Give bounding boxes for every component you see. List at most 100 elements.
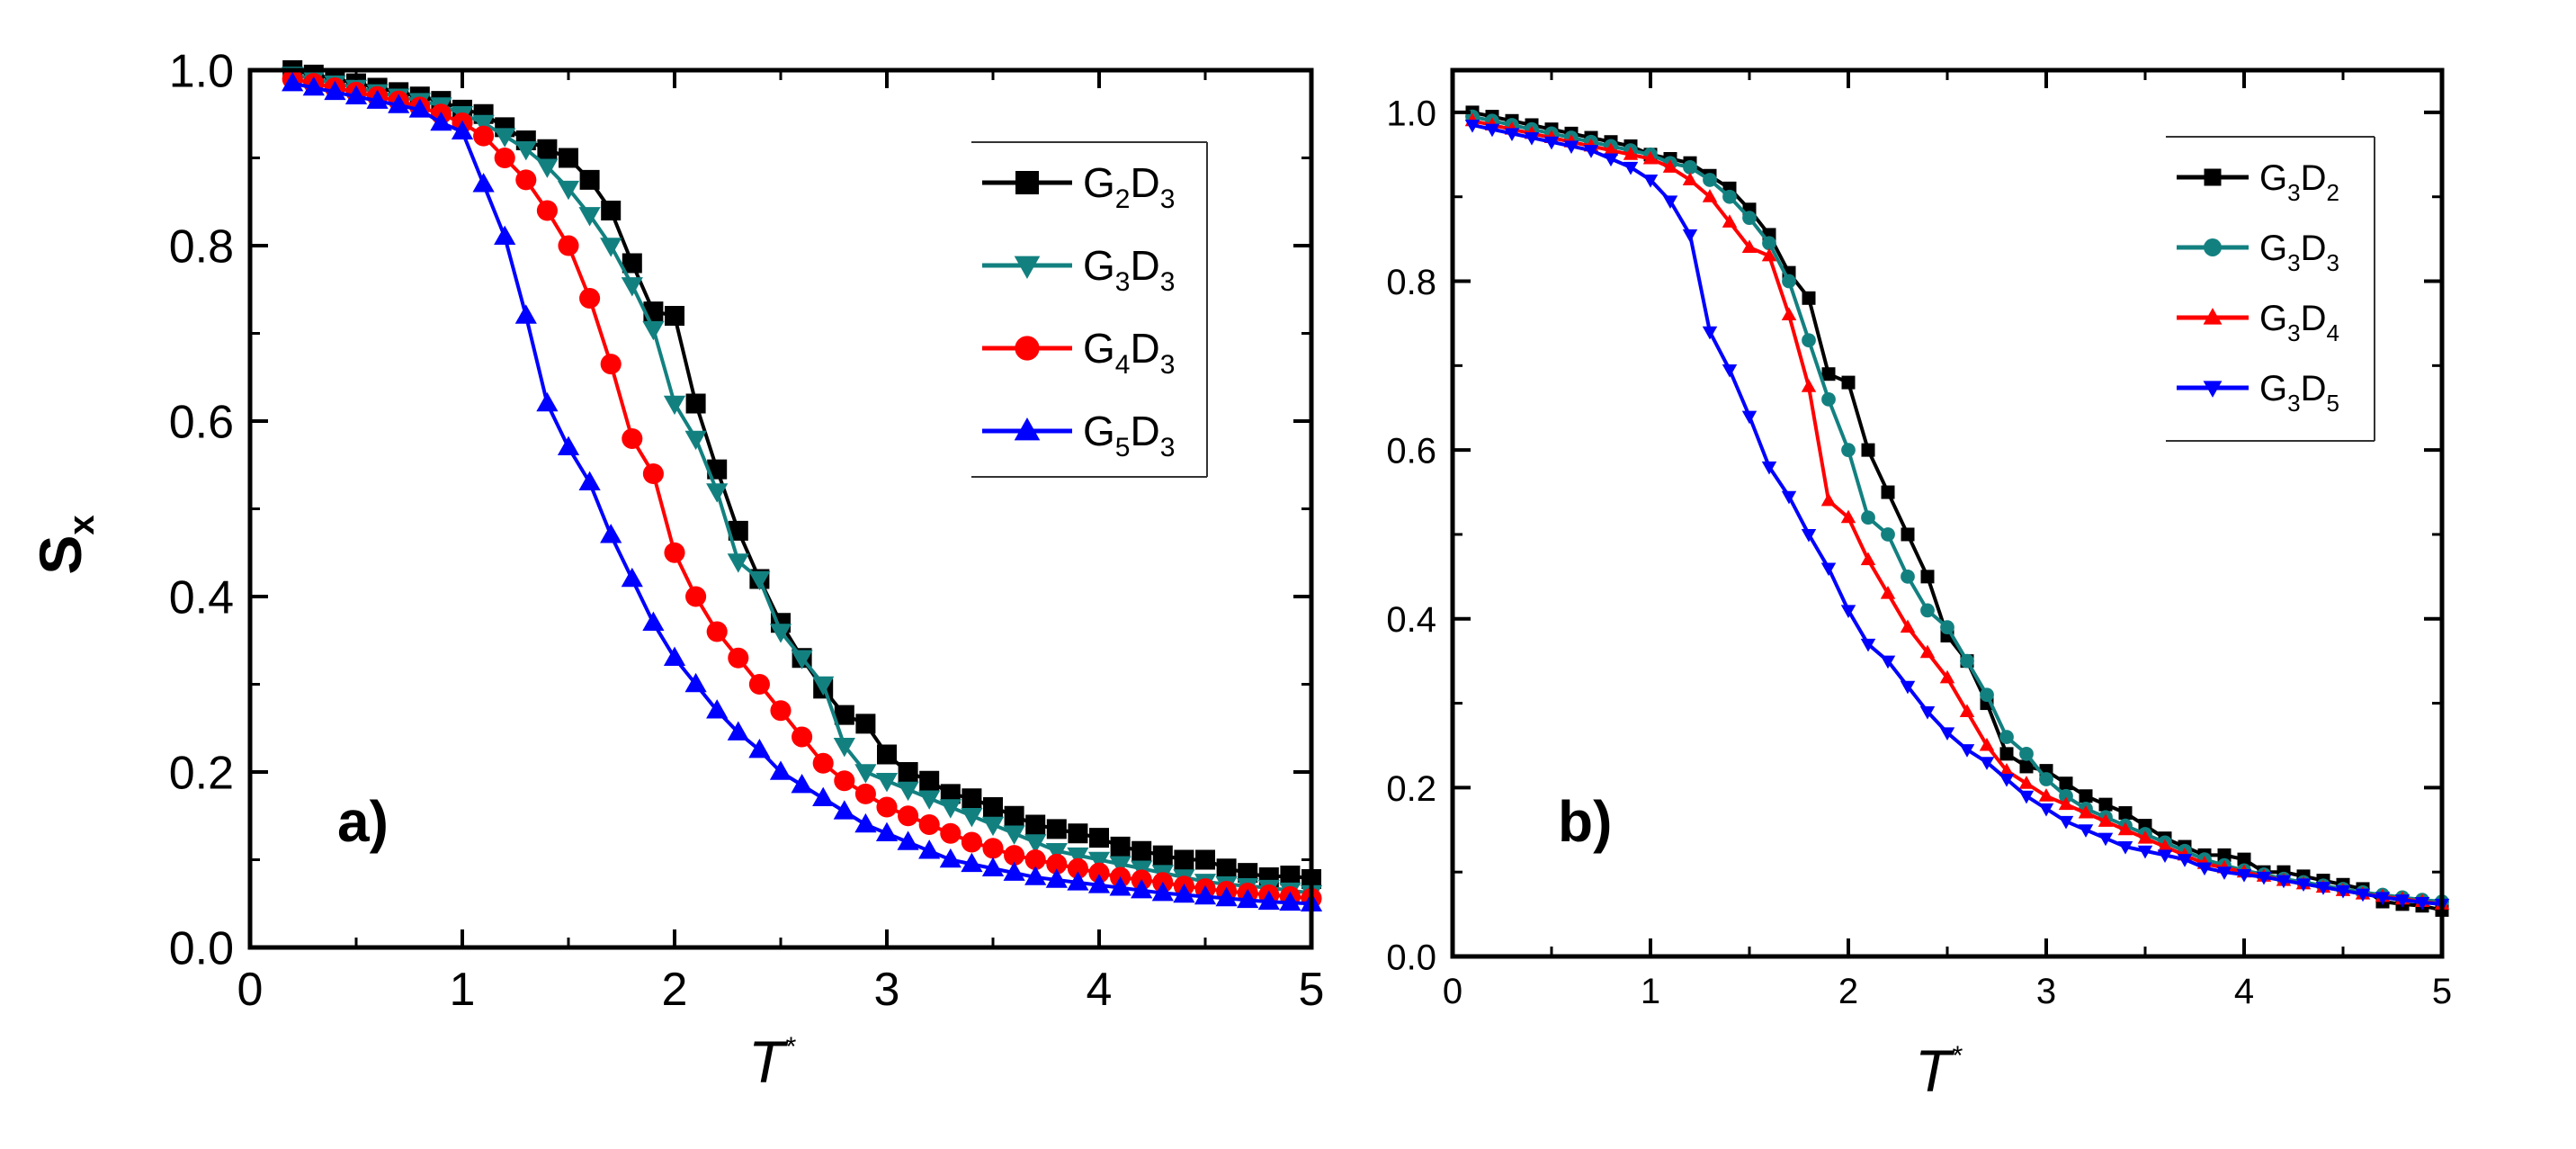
data-point	[1702, 189, 1718, 202]
data-point	[1919, 644, 1936, 659]
data-point	[918, 813, 940, 836]
data-point	[1662, 159, 1678, 173]
data-point	[897, 781, 919, 802]
data-point	[1702, 326, 1718, 340]
panel-label: b)	[1558, 789, 1612, 854]
data-point	[1741, 239, 1758, 253]
data-point	[536, 200, 558, 221]
data-point	[515, 169, 537, 191]
x-tick-label: 5	[1299, 964, 1325, 1016]
data-point	[494, 147, 515, 169]
data-point	[1623, 147, 1639, 160]
data-point	[1174, 849, 1194, 870]
data-point	[706, 699, 729, 719]
x-tick-label: 5	[2432, 972, 2452, 1011]
data-point	[2019, 746, 2034, 761]
data-point	[663, 395, 686, 416]
data-point	[940, 784, 961, 804]
x-axis-title: T*	[1915, 1037, 1963, 1104]
data-point	[1801, 528, 1817, 543]
data-point	[2097, 832, 2114, 847]
data-point	[1959, 704, 1975, 717]
data-point	[1901, 527, 1915, 542]
data-point	[1881, 527, 1895, 542]
data-point	[622, 427, 643, 450]
data-point	[2276, 875, 2292, 889]
data-point	[1939, 727, 1955, 741]
data-point	[792, 726, 813, 748]
data-point	[1089, 828, 1109, 848]
data-point	[982, 838, 1004, 859]
data-point	[514, 304, 537, 324]
data-point	[1959, 744, 1975, 758]
data-point	[769, 760, 792, 780]
data-point	[833, 800, 855, 820]
data-point	[1068, 823, 1088, 844]
data-point	[1762, 236, 1776, 251]
data-point	[1782, 274, 1796, 289]
data-point	[579, 169, 600, 190]
legend-marker	[2203, 381, 2223, 398]
legend-entry-g5d3: G5D3	[982, 408, 1175, 462]
legend-entry-g3d3: G3D3	[982, 242, 1175, 297]
data-point	[2394, 894, 2411, 908]
data-point	[1237, 888, 1259, 909]
panel-label: a)	[337, 789, 389, 854]
data-point	[324, 80, 346, 101]
y-tick-label: 0.0	[169, 923, 234, 975]
data-point	[578, 207, 601, 227]
data-point	[1880, 655, 1896, 669]
data-point	[1152, 845, 1173, 866]
x-tick-label: 0	[1443, 972, 1462, 1011]
data-point	[1464, 119, 1480, 133]
legend-entry-g3d5: G3D5	[2177, 369, 2339, 417]
data-point	[601, 201, 622, 220]
legend-label: G3D4	[2259, 299, 2339, 346]
data-point	[578, 471, 601, 491]
data-point	[536, 391, 559, 412]
data-point	[1980, 687, 1994, 703]
data-point	[1999, 747, 2014, 761]
data-point	[1880, 585, 1896, 599]
data-point	[1881, 485, 1895, 499]
data-point	[939, 799, 962, 819]
data-point	[748, 673, 770, 696]
data-point	[579, 287, 601, 310]
data-point	[1603, 153, 1619, 167]
data-point	[1840, 509, 1856, 524]
y-tick-label: 0.6	[169, 397, 234, 449]
data-point	[2079, 789, 2093, 803]
data-point	[833, 737, 855, 758]
data-point	[2117, 841, 2133, 855]
data-point	[962, 788, 982, 809]
legend-marker	[1015, 336, 1040, 361]
data-point	[1110, 836, 1131, 857]
data-point	[1194, 884, 1217, 905]
data-point	[1722, 189, 1737, 204]
data-point	[1524, 132, 1540, 146]
data-point	[2315, 882, 2331, 895]
data-point	[2118, 806, 2133, 821]
data-point	[2117, 821, 2133, 836]
legend-label: G3D2	[2259, 158, 2339, 206]
data-point	[2177, 854, 2193, 867]
data-point	[1131, 878, 1153, 899]
data-point	[1151, 881, 1174, 902]
data-point	[2414, 896, 2430, 911]
data-point	[875, 821, 899, 842]
data-point	[918, 790, 941, 810]
legend-label: G4D3	[1083, 325, 1175, 380]
data-point	[1999, 730, 2014, 744]
data-point	[2355, 888, 2371, 902]
y-tick-label: 0.4	[169, 572, 234, 624]
data-point	[2236, 869, 2252, 883]
data-point	[621, 277, 643, 297]
legend-entry-g3d3: G3D3	[2177, 229, 2339, 276]
data-point	[1003, 825, 1025, 845]
data-point	[366, 89, 389, 109]
data-point	[1820, 492, 1837, 507]
data-point	[2059, 788, 2073, 803]
data-point	[685, 393, 706, 414]
data-point	[2039, 772, 2053, 786]
data-point	[642, 611, 665, 632]
